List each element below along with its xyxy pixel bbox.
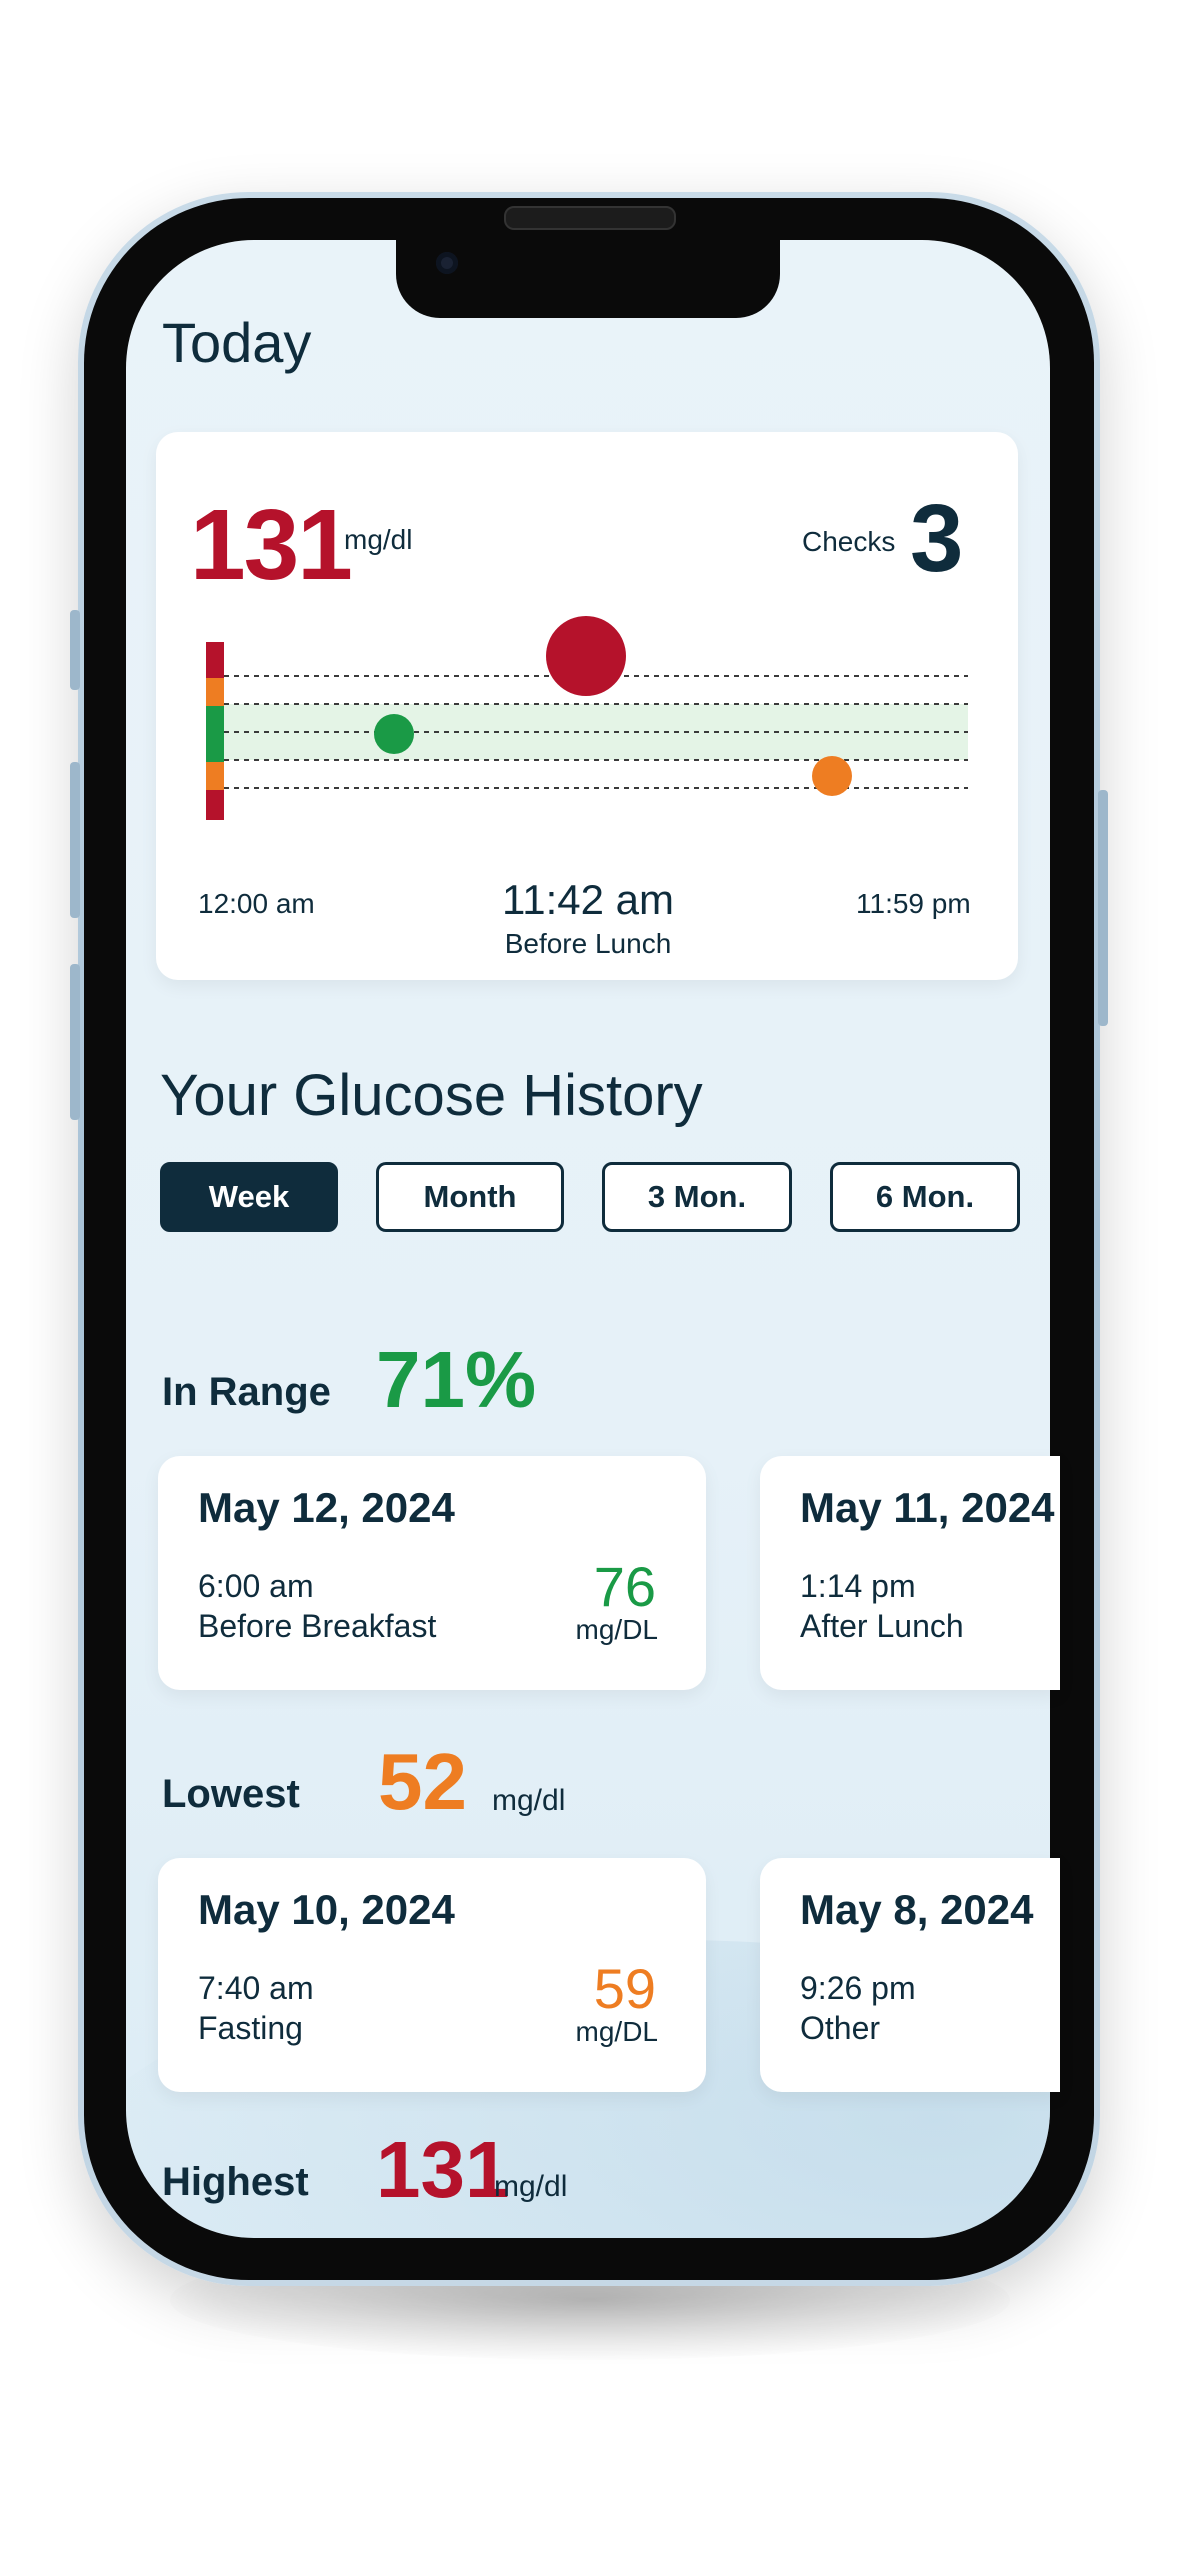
in-range-label: In Range (162, 1370, 331, 1414)
glucose-history-title: Your Glucose History (160, 1063, 703, 1128)
tab-week[interactable]: Week (160, 1162, 338, 1232)
reading-time: 9:26 pm (800, 1970, 916, 2006)
reading-meal: Other (800, 2010, 881, 2046)
reading-card[interactable]: May 11, 2024 1:14 pm After Lunch (760, 1456, 1060, 1690)
reading-value: 76 (593, 1555, 656, 1618)
volume-up-button (70, 762, 80, 918)
reading-meal: Before Breakfast (198, 1608, 437, 1644)
selected-reading-time: 11:42 am (502, 876, 674, 923)
reading-value: 59 (593, 1957, 656, 2020)
reading-point-in-range[interactable] (374, 714, 414, 754)
reading-date: May 12, 2024 (198, 1484, 455, 1531)
reading-card[interactable]: May 12, 2024 6:00 am Before Breakfast 76… (158, 1456, 706, 1690)
range-bar-very-high (206, 642, 224, 678)
current-reading-value: 131 (190, 489, 353, 601)
reading-meal: Fasting (198, 2010, 303, 2046)
selected-reading-meal: Before Lunch (504, 928, 672, 959)
checks-value: 3 (910, 485, 964, 592)
daily-glucose-chart[interactable] (196, 600, 976, 840)
current-reading-unit: mg/dl (344, 524, 413, 555)
reading-unit: mg/DL (575, 2016, 658, 2047)
reading-meal: After Lunch (800, 1608, 964, 1644)
volume-down-button (70, 964, 80, 1120)
lowest-unit: mg/dl (492, 1784, 566, 1817)
highest-value: 131 (376, 2125, 510, 2214)
range-bar-in-range (206, 706, 224, 762)
reading-unit: mg/DL (575, 1614, 658, 1645)
mute-switch (70, 610, 80, 690)
highest-label: Highest (162, 2160, 309, 2204)
power-button (1098, 790, 1108, 1026)
highest-unit: mg/dl (494, 2170, 568, 2203)
front-camera (436, 252, 458, 274)
tab-3-months[interactable]: 3 Mon. (602, 1162, 792, 1232)
reading-time: 6:00 am (198, 1568, 314, 1604)
tab-6-months[interactable]: 6 Mon. (830, 1162, 1020, 1232)
reading-card[interactable]: May 8, 2024 9:26 pm Other (760, 1858, 1060, 2092)
reading-date: May 10, 2024 (198, 1886, 455, 1933)
in-range-value: 71% (376, 1335, 537, 1424)
lowest-value: 52 (378, 1737, 467, 1826)
reading-date: May 11, 2024 (800, 1484, 1055, 1531)
checks-label: Checks (802, 526, 896, 557)
lowest-label: Lowest (162, 1772, 300, 1816)
earpiece-speaker (504, 206, 676, 230)
range-bar-low (206, 762, 224, 790)
reading-date: May 8, 2024 (800, 1886, 1034, 1933)
range-bar-very-low (206, 790, 224, 820)
reading-point-high-selected[interactable] (546, 616, 626, 696)
reading-card[interactable]: May 10, 2024 7:40 am Fasting 59 mg/DL (158, 1858, 706, 2092)
reading-time: 7:40 am (198, 1970, 314, 2006)
notch (396, 240, 780, 318)
time-axis-start: 12:00 am (198, 888, 315, 919)
tab-month[interactable]: Month (376, 1162, 564, 1232)
reading-point-low[interactable] (812, 756, 852, 796)
reading-time: 1:14 pm (800, 1568, 916, 1604)
today-title: Today (162, 311, 312, 374)
time-axis-end: 11:59 pm (856, 888, 971, 919)
range-bar-high (206, 678, 224, 706)
